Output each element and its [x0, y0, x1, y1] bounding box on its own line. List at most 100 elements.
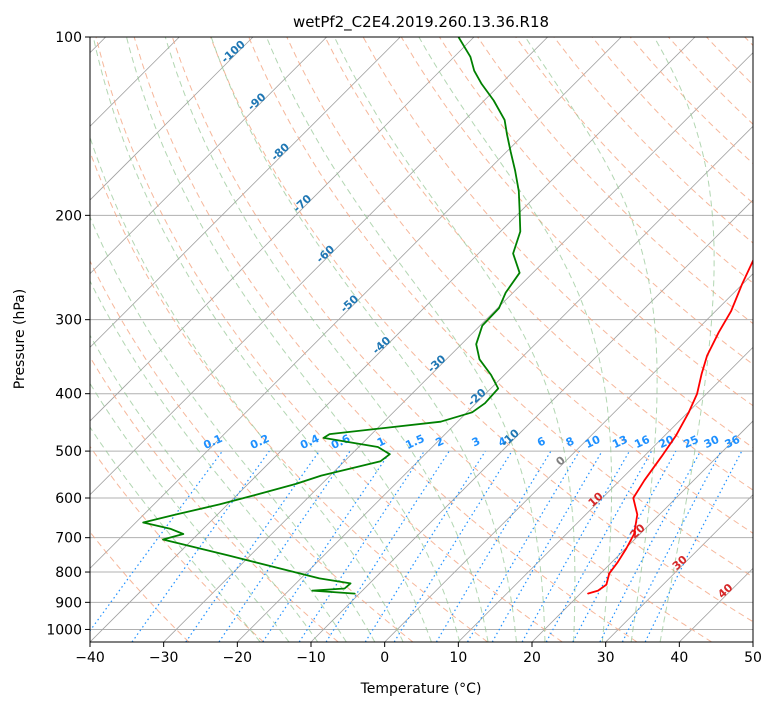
moist-adiabat [90, 382, 290, 642]
moist-adiabat [90, 215, 376, 642]
temperature-line [587, 258, 753, 595]
y-tick-label: 1000 [46, 622, 82, 638]
temperature-point [770, 221, 771, 222]
dewpoint-point [328, 433, 331, 435]
dry-adiabat [210, 37, 753, 623]
dewpoint-point [519, 209, 521, 211]
temperature-point [765, 238, 766, 239]
isotherm-line [90, 37, 475, 422]
isotherm-line [531, 420, 753, 642]
dewpoint-point [484, 402, 486, 404]
temperature-point [730, 310, 732, 312]
moist-adiabat [524, 37, 658, 642]
dewpoint-point [519, 230, 521, 233]
temperature-point [766, 36, 767, 37]
dewpoint-point [295, 483, 297, 485]
y-tick-label: 500 [55, 444, 82, 460]
x-tick-label: 50 [744, 650, 762, 666]
dry-adiabat [95, 37, 563, 642]
isotherm-line [384, 273, 753, 642]
dewpoint-point [518, 190, 520, 192]
mixing-ratio-label: 1.5 [403, 432, 426, 452]
dewpoint-point [349, 582, 352, 584]
dewpoint-point [311, 590, 313, 592]
mixing-ratio-label: 20 [657, 433, 677, 451]
dry-adiabat [171, 37, 712, 642]
moist-adiabat [90, 334, 319, 642]
temperature-point [772, 202, 773, 203]
isotherm-label: -90 [245, 90, 269, 113]
mixing-ratio-line [572, 450, 677, 642]
x-tick-label: −20 [223, 650, 253, 666]
dewpoint-point [519, 272, 521, 274]
isotherm-label: -40 [370, 334, 394, 357]
dewpoint-point [503, 119, 506, 121]
mixing-ratio-line [644, 450, 743, 642]
dewpoint-point [389, 453, 391, 455]
dry-adiabat [286, 37, 753, 534]
isotherm-label: -80 [269, 140, 293, 163]
mixing-ratio-line [364, 450, 486, 642]
dewpoint-point [182, 533, 184, 535]
moist-adiabat [90, 135, 404, 642]
dry-adiabat [477, 37, 753, 325]
temperature-point [625, 547, 627, 550]
mixing-ratio-line [185, 450, 320, 642]
y-tick-label: 800 [55, 565, 82, 581]
isotherm-line [90, 37, 327, 275]
dewpoint-point [493, 99, 495, 102]
mixing-ratio-label: 13 [610, 433, 629, 451]
dry-adiabat [744, 37, 753, 47]
temperature-point [773, 66, 774, 67]
mixing-ratio-label: 10 [583, 433, 603, 451]
dry-adiabat [90, 150, 488, 642]
mixing-ratio-line [466, 450, 580, 642]
x-tick-label: 20 [523, 650, 541, 666]
temperature-point [706, 355, 708, 357]
dewpoint-point [473, 70, 475, 72]
temperature-point [636, 514, 638, 516]
y-axis: 100 200 300 400 500 600 700 800 900 1000 [46, 30, 90, 638]
x-tick-label: −40 [75, 650, 105, 666]
x-axis: −40 −30 −20 −10 0 10 20 30 40 50 [75, 642, 762, 666]
isotherm-line [90, 37, 401, 348]
temperature-point [605, 583, 607, 586]
dry-adiabat [90, 445, 264, 642]
mixing-ratio-label: 0.2 [248, 432, 271, 452]
mixing-ratio-label: 30 [702, 433, 722, 451]
chart-title: wetPf2_C2E4.2019.260.13.36.R18 [293, 13, 549, 32]
dewpoint-point [506, 133, 508, 135]
dry-adiabat [90, 531, 190, 642]
mixing-ratio-label: 6 [535, 434, 548, 449]
isotherm-line [605, 494, 753, 642]
mixing-ratio-label: 0.1 [201, 432, 224, 452]
isotherm-label: 10 [586, 489, 606, 509]
dewpoint-point [255, 493, 258, 496]
y-tick-label: 600 [55, 491, 82, 507]
moist-adiabat [126, 37, 461, 642]
moist-adiabat [92, 37, 432, 642]
dewpoint-point [320, 475, 322, 477]
temperature-point [768, 51, 769, 52]
isotherm-label: -70 [291, 192, 315, 215]
dewpoint-point [471, 411, 473, 413]
x-tick-label: 30 [597, 650, 615, 666]
dewpoint-point [343, 587, 346, 590]
isotherm-label: 40 [715, 581, 735, 601]
dry-adiabat [324, 37, 753, 491]
temperature-point [617, 561, 619, 563]
dewpoint-point [505, 291, 507, 294]
dry-adiabat [706, 37, 753, 86]
temperature-point [643, 479, 645, 481]
mixing-ratio-line [90, 450, 223, 632]
y-tick-label: 100 [55, 30, 82, 46]
mixing-ratio-label: 2 [434, 434, 446, 449]
dewpoint-point [512, 252, 514, 255]
dry-adiabat [90, 259, 414, 642]
isotherm-label: -30 [425, 352, 449, 375]
isotherm-line [90, 37, 254, 201]
dewpoint-point [514, 169, 516, 172]
y-tick-label: 300 [55, 313, 82, 329]
temperature-point [632, 497, 634, 499]
y-tick-label: 700 [55, 531, 82, 547]
